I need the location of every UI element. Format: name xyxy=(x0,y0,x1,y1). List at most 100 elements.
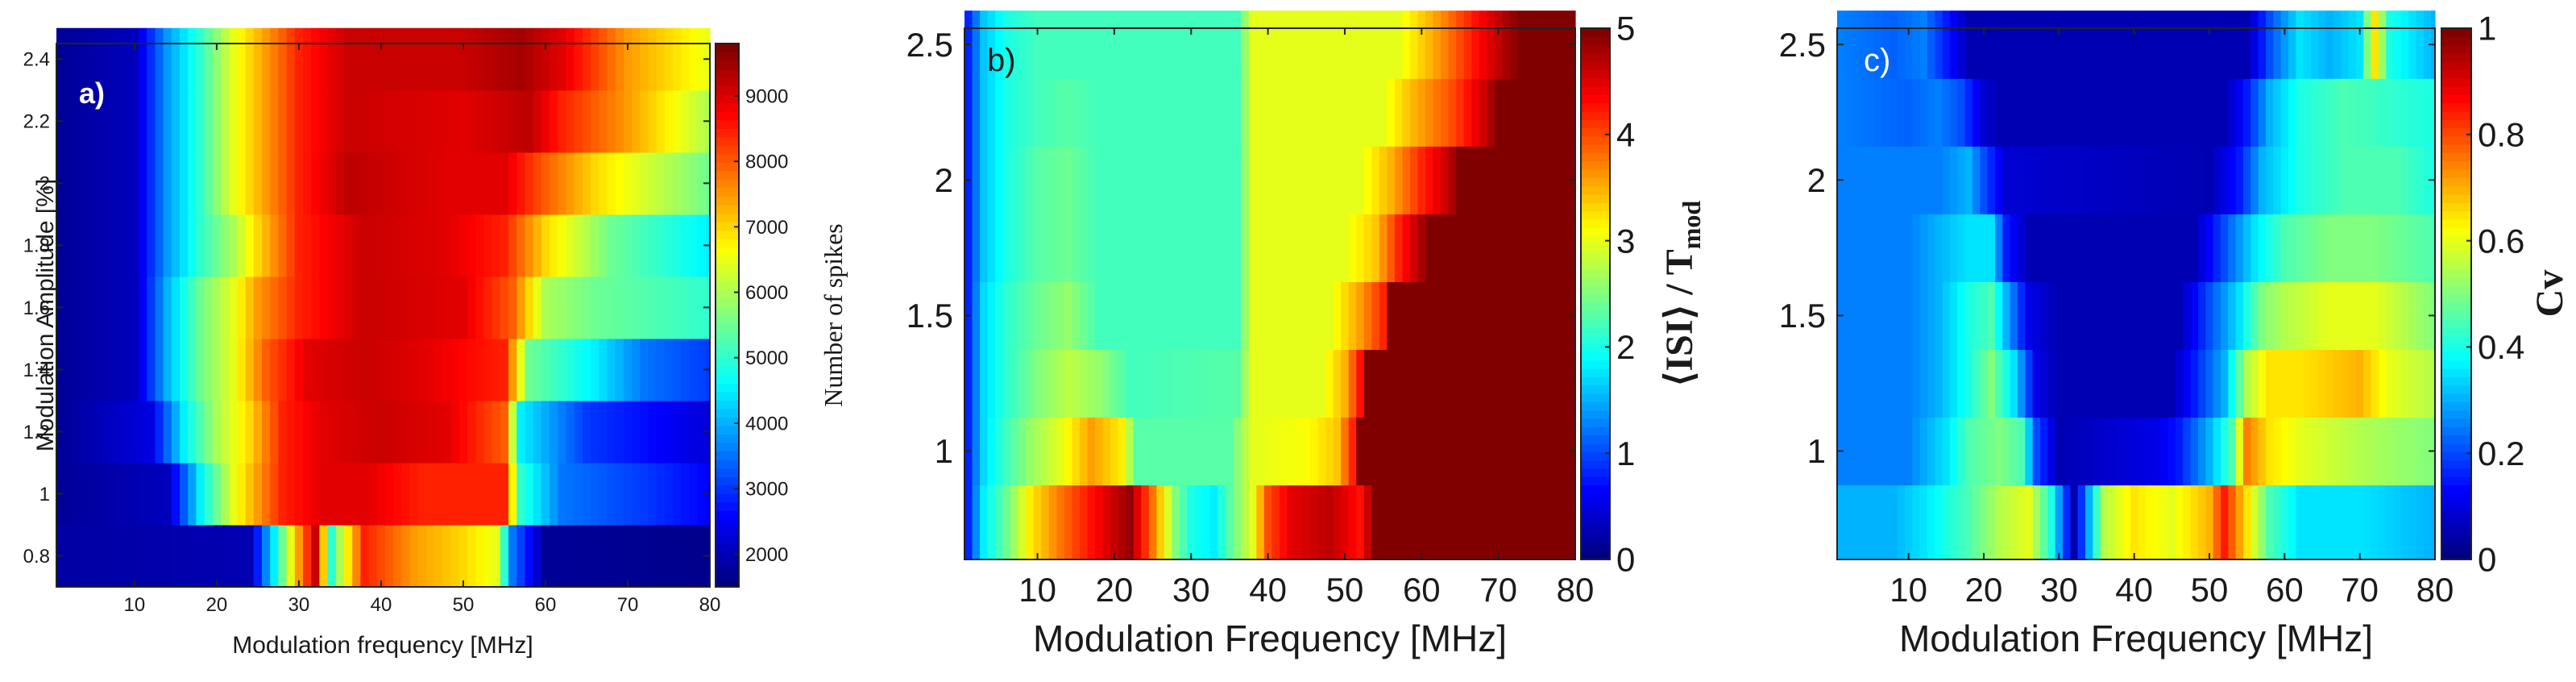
heatmap-cell xyxy=(2401,78,2409,147)
heatmap-cell xyxy=(500,27,509,91)
heatmap-cell xyxy=(1980,10,1989,79)
heatmap-cell xyxy=(2235,146,2244,214)
heatmap-cell xyxy=(1202,349,1211,418)
colorbar-swatch xyxy=(1581,410,1610,419)
heatmap-cell xyxy=(303,462,312,526)
heatmap-cell xyxy=(64,338,73,401)
heatmap-cell xyxy=(1433,484,1441,560)
heatmap-cell xyxy=(1087,417,1096,486)
heatmap-cell xyxy=(147,276,156,339)
heatmap-cell xyxy=(122,152,131,215)
heatmap-cell xyxy=(1456,417,1465,486)
heatmap-cell xyxy=(458,89,468,153)
heatmap-cell xyxy=(294,524,304,588)
heatmap-cell xyxy=(229,27,239,91)
heatmap-cell xyxy=(1897,10,1906,79)
heatmap-cell xyxy=(1487,214,1495,282)
heatmap-cell xyxy=(1095,78,1104,147)
heatmap-cell xyxy=(344,27,353,91)
heatmap-cell xyxy=(130,27,139,91)
heatmap-cell xyxy=(2280,417,2289,486)
heatmap-cell xyxy=(1860,10,1868,79)
heatmap-cell xyxy=(673,152,682,215)
colorbar-swatch xyxy=(1581,418,1610,427)
heatmap-cell xyxy=(1942,78,1951,147)
heatmap-cell xyxy=(344,276,353,339)
heatmap-cell xyxy=(1463,214,1472,282)
heatmap-cell xyxy=(368,524,378,588)
heatmap-cell xyxy=(2266,214,2274,282)
colorbar-swatch xyxy=(716,128,739,138)
heatmap-cell xyxy=(1874,484,1883,560)
heatmap-cell xyxy=(1287,484,1296,560)
heatmap-cell xyxy=(2115,417,2124,486)
heatmap-cell xyxy=(1402,349,1411,418)
heatmap-cell xyxy=(122,27,131,91)
heatmap-cell xyxy=(1195,417,1204,486)
heatmap-cell xyxy=(1874,214,1883,282)
heatmap-cell xyxy=(1556,146,1565,214)
heatmap-cell xyxy=(995,349,1004,418)
heatmap-cell xyxy=(417,152,427,215)
heatmap-cell xyxy=(139,276,147,339)
heatmap-cell xyxy=(980,484,989,560)
colorbar-swatch xyxy=(716,119,739,129)
y-axis-label-a: Modulation Amplitude [%] xyxy=(32,179,59,452)
heatmap-cell xyxy=(467,27,476,91)
heatmap-cell xyxy=(1072,10,1081,79)
heatmap-cell xyxy=(640,524,649,588)
heatmap-cell xyxy=(1348,349,1357,418)
heatmap-cell xyxy=(2303,484,2312,560)
heatmap-cell xyxy=(2130,417,2138,486)
heatmap-cell xyxy=(294,152,304,215)
heatmap-cell xyxy=(393,524,403,588)
heatmap-cell xyxy=(2333,10,2342,79)
heatmap-cell xyxy=(2002,146,2011,214)
heatmap-cell xyxy=(599,338,608,401)
heatmap-cell xyxy=(2183,78,2192,147)
heatmap-cell xyxy=(516,462,526,526)
heatmap-cell xyxy=(1317,484,1326,560)
heatmap-cell xyxy=(344,462,353,526)
heatmap-cell xyxy=(344,152,353,215)
heatmap-cell xyxy=(1912,349,1921,418)
heatmap-cell xyxy=(2025,78,2034,147)
heatmap-cell xyxy=(566,462,575,526)
heatmap-cell xyxy=(2371,214,2379,282)
heatmap-cell xyxy=(640,462,649,526)
colorbar-swatch xyxy=(1581,509,1610,519)
heatmap-cell xyxy=(1980,214,1989,282)
heatmap-cell xyxy=(1287,78,1296,147)
heatmap-cell xyxy=(1417,10,1426,79)
heatmap-cell xyxy=(1333,484,1342,560)
heatmap-cell xyxy=(1056,417,1065,486)
heatmap-cell xyxy=(1033,78,1042,147)
colorbar-swatch xyxy=(1581,36,1610,46)
heatmap-cell xyxy=(1026,349,1035,418)
heatmap-cell xyxy=(2040,349,2048,418)
heatmap-cell xyxy=(426,524,435,588)
heatmap-cell xyxy=(1195,10,1204,79)
heatmap-cell xyxy=(2393,10,2402,79)
heatmap-cell xyxy=(1341,281,1350,351)
heatmap-cell xyxy=(1471,484,1480,560)
colorbar-swatch xyxy=(1581,119,1610,129)
heatmap-cell xyxy=(360,214,370,277)
heatmap-cell xyxy=(245,214,255,277)
heatmap-cell xyxy=(97,462,106,526)
heatmap-cell xyxy=(106,276,115,339)
heatmap-cell xyxy=(1018,10,1027,79)
heatmap-cell xyxy=(237,400,247,464)
heatmap-cell xyxy=(1556,281,1565,351)
heatmap-cell xyxy=(2205,214,2214,282)
heatmap-cell xyxy=(1118,484,1126,560)
heatmap-cell xyxy=(2176,417,2184,486)
colorbar-swatch xyxy=(716,230,739,239)
heatmap-cell xyxy=(1471,78,1480,147)
heatmap-cell xyxy=(97,214,106,277)
heatmap-cell xyxy=(1844,10,1853,79)
heatmap-cell xyxy=(196,27,205,91)
heatmap-cell xyxy=(2122,146,2131,214)
heatmap-cell xyxy=(122,524,131,588)
heatmap-cell xyxy=(253,338,263,401)
